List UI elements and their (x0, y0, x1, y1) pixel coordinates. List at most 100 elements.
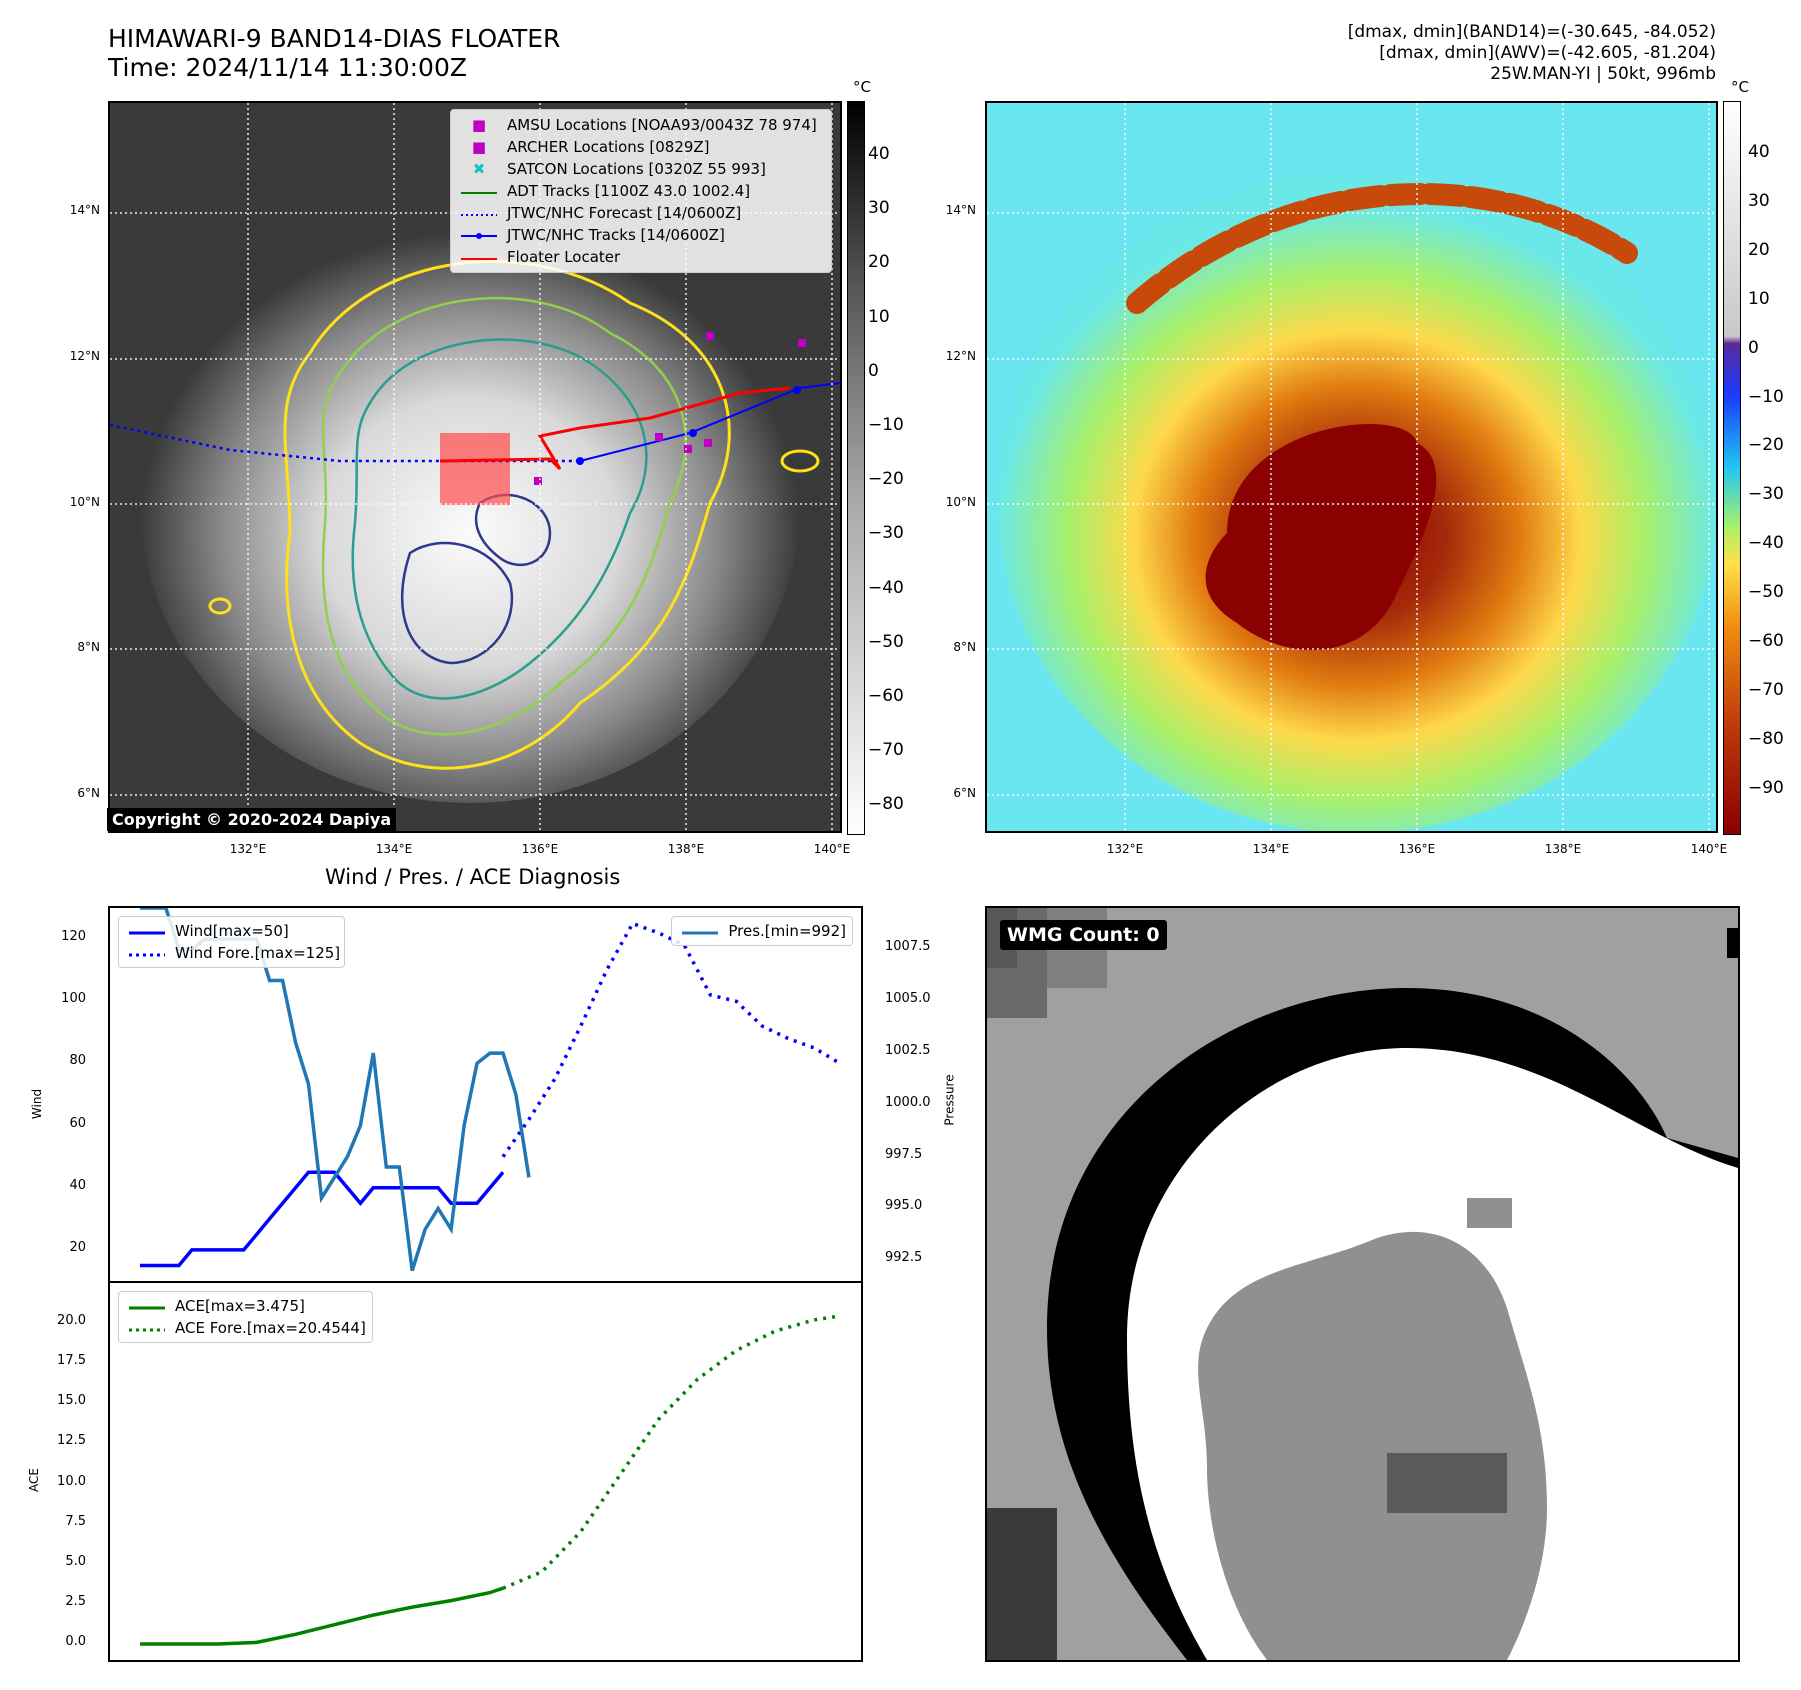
colorbar-tick: 0 (1748, 337, 1759, 358)
colorbar-unit: °C (853, 78, 871, 96)
lon-label: 132°E (1106, 842, 1144, 856)
line-icon (127, 922, 167, 940)
legend-amsu: ■ AMSU Locations [NOAA93/0043Z 78 974] (451, 114, 831, 136)
amsu-marker (706, 332, 714, 340)
wind-tick: 80 (69, 1053, 86, 1069)
colorbar-tick: −80 (1748, 728, 1784, 749)
floater-box (440, 433, 510, 505)
lat-label: 14°N (945, 203, 976, 217)
wind-axis-label: Wind (30, 1088, 45, 1120)
lon-label: 140°E (813, 842, 851, 856)
line-icon (459, 248, 499, 266)
ace-plot (140, 1314, 841, 1646)
lon-label: 132°E (229, 842, 267, 856)
legend-pres: Pres.[min=992] (672, 920, 846, 942)
legend-archer: ■ ARCHER Locations [0829Z] (451, 136, 831, 158)
archer-marker (798, 339, 806, 347)
ir-map-panel[interactable]: ■ AMSU Locations [NOAA93/0043Z 78 974] ■ A… (108, 101, 842, 833)
colorbar-tick: 10 (1748, 288, 1770, 309)
pressure-tick: 1002.5 (885, 1043, 931, 1059)
dotted-line-icon (127, 944, 167, 962)
lat-label: 12°N (69, 349, 100, 363)
colorbar-tick: 20 (868, 252, 890, 273)
line-icon (680, 922, 720, 940)
colorbar-left (847, 101, 865, 835)
colorbar-tick: −20 (868, 469, 904, 490)
legend-floater: Floater Locater (451, 246, 831, 268)
wind-pres-panel[interactable]: Wind[max=50] Wind Fore.[max=125] Pres.[m… (108, 906, 863, 1283)
legend-wind: Wind[max=50] (119, 920, 340, 942)
colorbar-tick: 40 (1748, 142, 1770, 162)
ace-series-line-0 (140, 1586, 504, 1646)
awv-map-image (987, 103, 1716, 831)
line-icon (459, 182, 499, 200)
colorbar-tick: −40 (1748, 533, 1784, 554)
square-marker-icon: ■ (471, 138, 487, 156)
colorbar-tick: −60 (1748, 631, 1784, 651)
legend-adt: ADT Tracks [1100Z 43.0 1002.4] (451, 180, 831, 202)
awv-map-panel[interactable] (985, 101, 1718, 833)
colorbar-tick: −10 (1748, 386, 1784, 407)
ace-axis-label: ACE (26, 1468, 41, 1492)
ace-tick: 17.5 (57, 1353, 86, 1369)
square-marker-icon: ■ (471, 116, 487, 134)
ace-legend: ACE[max=3.475] ACE Fore.[max=20.4544] (118, 1291, 373, 1343)
colorbar-unit: °C (1731, 78, 1749, 96)
wind-tick: 20 (69, 1239, 86, 1255)
dotted-line-icon (127, 1319, 167, 1337)
lat-label: 10°N (69, 495, 100, 509)
map-legend: ■ AMSU Locations [NOAA93/0043Z 78 974] ■ A… (450, 109, 832, 273)
awv-range: [dmax, dmin](AWV)=(-42.605, -81.204) (1379, 43, 1716, 63)
wind-tick: 120 (61, 929, 86, 945)
colorbar-tick: 40 (868, 144, 890, 164)
wmg-count-badge: WMG Count: 0 (1000, 920, 1167, 950)
line-icon (127, 1297, 167, 1315)
legend-ace: ACE[max=3.475] (119, 1295, 366, 1317)
colorbar-tick: −60 (868, 686, 904, 706)
band14-range: [dmax, dmin](BAND14)=(-30.645, -84.052) (1347, 22, 1716, 42)
storm-info: 25W.MAN-YI | 50kt, 996mb (1490, 64, 1716, 84)
legend-jtwc-tracks: JTWC/NHC Tracks [14/0600Z] (451, 224, 831, 246)
colorbar-tick: −50 (1748, 582, 1784, 603)
pressure-tick: 1005.0 (885, 991, 931, 1007)
colorbar-tick: −50 (868, 631, 904, 652)
colorbar-tick: −90 (1748, 777, 1784, 798)
ace-tick: 15.0 (57, 1393, 86, 1409)
colorbar-tick: 30 (868, 198, 890, 219)
colorbar-tick: −30 (868, 523, 904, 544)
pressure-tick: 995.0 (885, 1198, 923, 1214)
wind-tick: 100 (61, 991, 86, 1007)
pressure-tick: 997.5 (885, 1146, 923, 1162)
lat-label: 6°N (953, 786, 976, 800)
wmg-image (987, 908, 1738, 1660)
colorbar-tick: 10 (868, 306, 890, 327)
jtwc-track (579, 382, 840, 462)
legend-jtwc-forecast: JTWC/NHC Forecast [14/0600Z] (451, 202, 831, 224)
lat-label: 12°N (945, 349, 976, 363)
dot-line-icon (459, 226, 499, 244)
wind-tick: 60 (69, 1115, 86, 1131)
colorbar-right (1723, 101, 1741, 835)
wind-tick: 40 (69, 1177, 86, 1193)
pressure-axis-label: Pressure (942, 1074, 957, 1126)
pressure-tick: 1007.5 (885, 939, 931, 955)
lat-label: 14°N (69, 203, 100, 217)
legend-ace-forecast: ACE Fore.[max=20.4544] (119, 1317, 366, 1339)
lat-label: 8°N (77, 640, 100, 654)
colorbar-tick: −70 (1748, 679, 1784, 700)
pressure-tick: 1000.0 (885, 1094, 931, 1110)
lon-label: 138°E (1544, 842, 1582, 856)
colorbar-tick: −40 (868, 577, 904, 598)
lon-label: 138°E (667, 842, 705, 856)
ace-panel[interactable]: ACE[max=3.475] ACE Fore.[max=20.4544] (108, 1281, 863, 1662)
wmg-panel[interactable] (985, 906, 1740, 1662)
legend-wind-forecast: Wind Fore.[max=125] (119, 942, 340, 964)
lat-label: 8°N (953, 640, 976, 654)
copyright-badge: Copyright © 2020-2024 Dapiya (107, 808, 397, 831)
lon-label: 134°E (375, 842, 413, 856)
ace-series-line-1 (502, 1314, 841, 1590)
ace-tick: 12.5 (57, 1433, 86, 1449)
floater-track (439, 386, 791, 471)
dotted-line-icon (459, 204, 499, 222)
colorbar-tick: −30 (1748, 484, 1784, 505)
